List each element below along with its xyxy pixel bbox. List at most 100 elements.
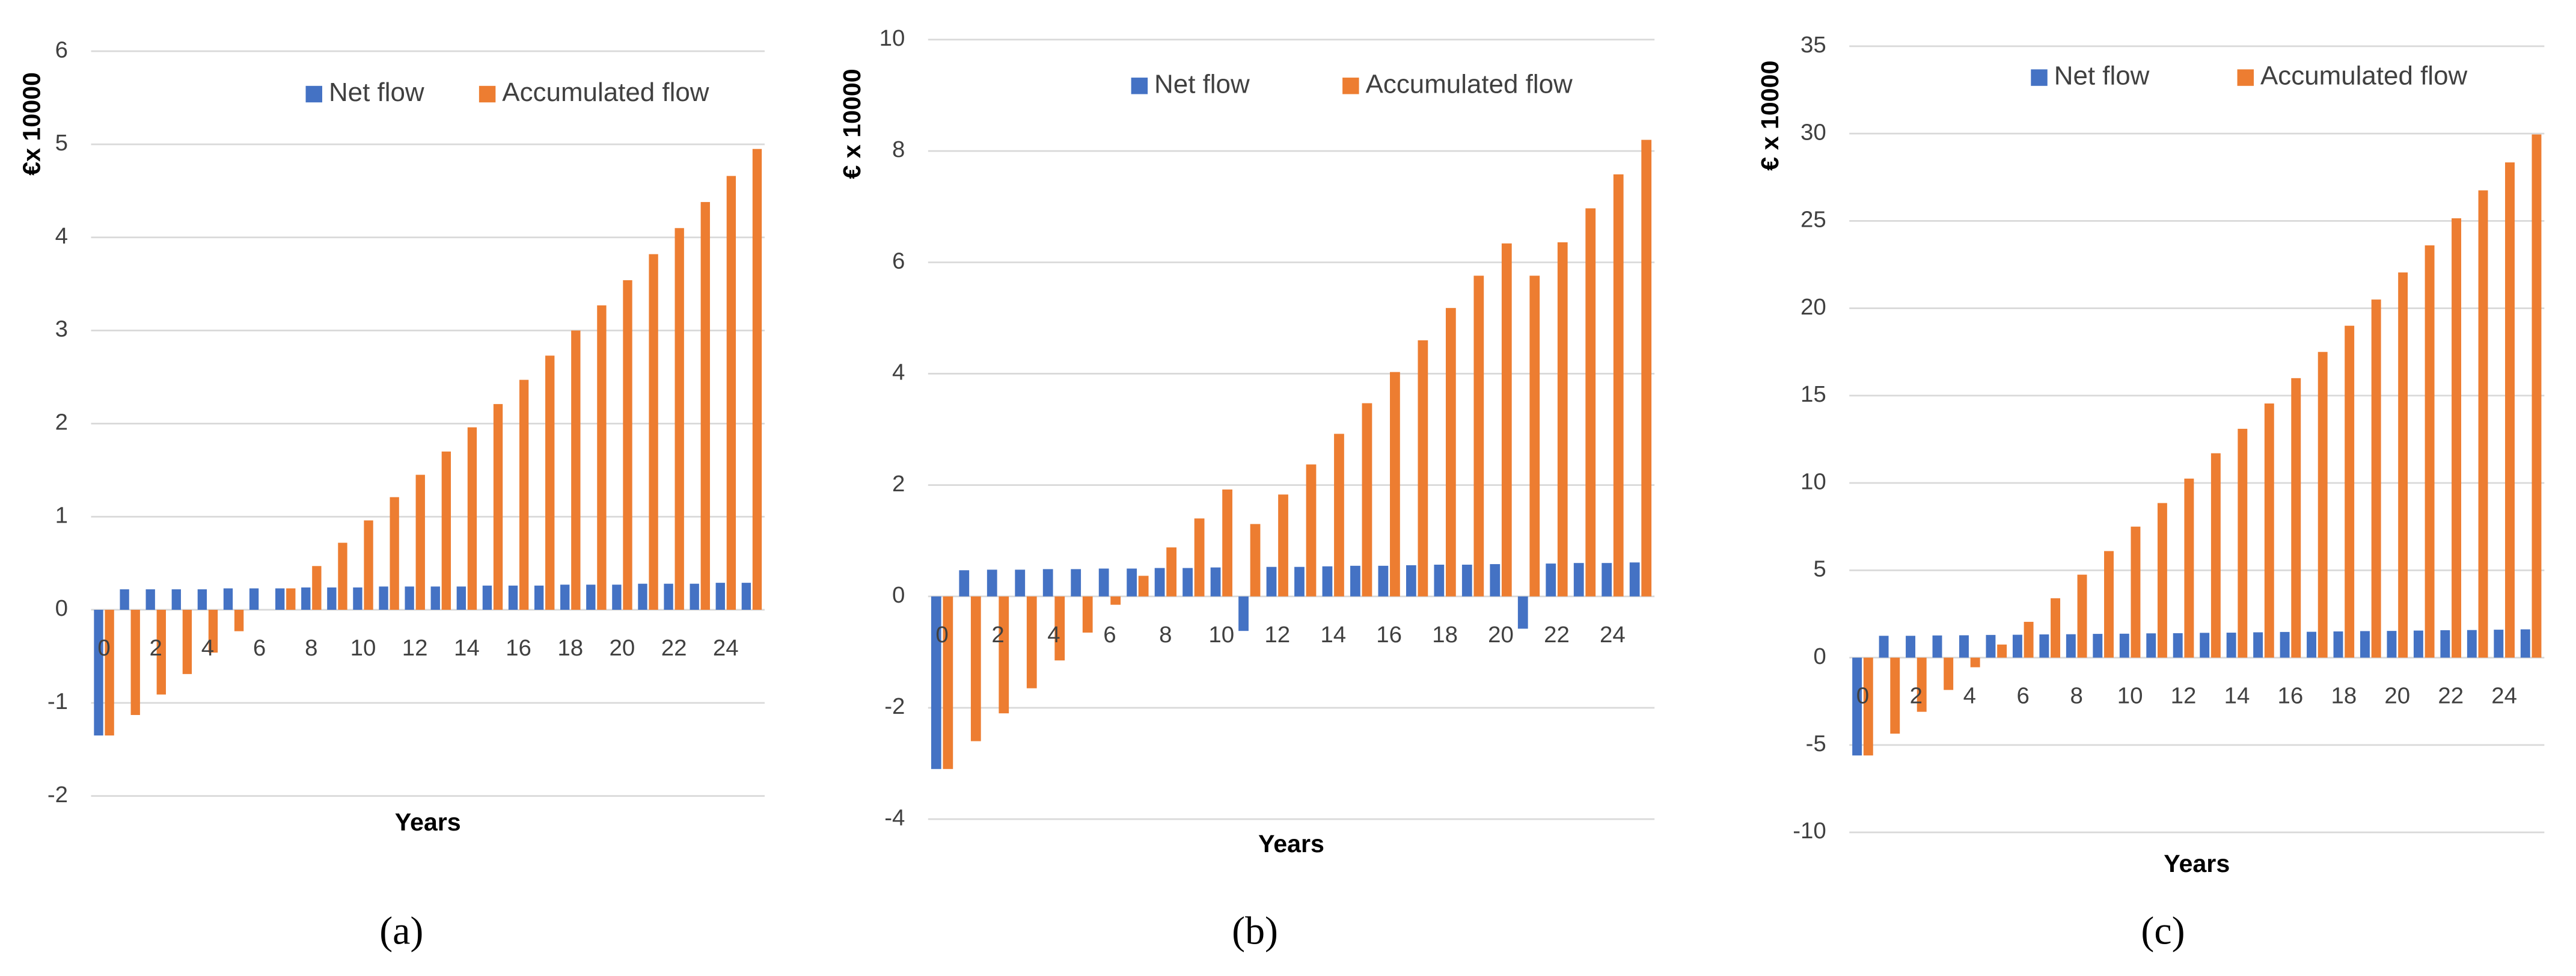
y-tick-label: 3 bbox=[55, 316, 68, 342]
x-tick-label: 18 bbox=[1432, 622, 1458, 648]
bar bbox=[2066, 634, 2076, 658]
y-tick-label: -10 bbox=[1793, 818, 1826, 844]
bar bbox=[649, 254, 658, 610]
bar bbox=[1182, 568, 1193, 597]
bar bbox=[275, 588, 285, 610]
legend-label: Accumulated flow bbox=[1366, 69, 1573, 99]
bar bbox=[156, 610, 166, 695]
bar bbox=[1461, 564, 1472, 597]
bar bbox=[638, 583, 647, 610]
bar bbox=[741, 583, 751, 610]
bar bbox=[1071, 569, 1081, 597]
bar bbox=[2425, 245, 2435, 658]
bar bbox=[560, 585, 570, 610]
bar bbox=[1852, 657, 1862, 756]
bar bbox=[2210, 453, 2221, 658]
bar bbox=[353, 587, 363, 610]
bar bbox=[286, 588, 296, 610]
y-tick-label: -5 bbox=[1806, 731, 1826, 757]
bar bbox=[2077, 574, 2087, 658]
bar bbox=[390, 497, 399, 610]
bar bbox=[571, 330, 581, 610]
bar bbox=[519, 379, 529, 610]
bar bbox=[2478, 190, 2488, 658]
bar bbox=[715, 583, 725, 610]
panel-label: (c) bbox=[2141, 909, 2185, 953]
bar bbox=[1641, 140, 1652, 597]
bar bbox=[2253, 632, 2263, 658]
bar bbox=[1194, 518, 1205, 597]
y-tick-label: 10 bbox=[880, 25, 905, 51]
bar bbox=[1350, 565, 1360, 597]
bar bbox=[1546, 563, 1556, 597]
bar bbox=[1026, 596, 1037, 689]
y-tick-label: -2 bbox=[47, 782, 68, 808]
x-tick-label: 8 bbox=[2070, 683, 2082, 709]
bar bbox=[1418, 340, 1428, 597]
y-tick-label: 5 bbox=[55, 130, 68, 156]
legend-label: Net flow bbox=[329, 78, 424, 107]
bar bbox=[171, 589, 181, 610]
legend-swatch bbox=[2031, 69, 2048, 86]
bar bbox=[441, 451, 451, 610]
bar bbox=[1015, 569, 1026, 597]
bar bbox=[2371, 299, 2381, 658]
legend-label: Net flow bbox=[2054, 61, 2150, 91]
bar bbox=[1529, 275, 1540, 597]
y-tick-label: -2 bbox=[884, 693, 905, 719]
x-tick-label: 20 bbox=[610, 635, 635, 661]
bar bbox=[338, 542, 347, 610]
bar bbox=[2413, 630, 2423, 658]
x-tick-label: 4 bbox=[1047, 622, 1060, 648]
y-axis-title: € x 10000 bbox=[1756, 61, 1784, 171]
bar bbox=[430, 586, 440, 610]
bar bbox=[1890, 657, 1900, 734]
bar bbox=[415, 474, 425, 610]
bar bbox=[327, 587, 337, 610]
bar bbox=[364, 520, 373, 610]
y-tick-label: 30 bbox=[1800, 119, 1826, 145]
bar bbox=[94, 610, 103, 736]
bar bbox=[1127, 568, 1137, 597]
bar bbox=[467, 427, 477, 610]
bar bbox=[105, 610, 114, 736]
y-tick-label: 1 bbox=[55, 502, 68, 528]
x-tick-label: 24 bbox=[713, 635, 739, 661]
bar bbox=[2157, 503, 2167, 658]
y-tick-label: 10 bbox=[1800, 468, 1826, 494]
x-tick-label: 20 bbox=[1488, 622, 1514, 648]
y-tick-label: 8 bbox=[892, 137, 905, 162]
bar bbox=[2520, 629, 2530, 658]
x-tick-label: 8 bbox=[305, 635, 317, 661]
y-axis-title: € x 10000 bbox=[838, 69, 866, 179]
y-tick-label: 25 bbox=[1800, 207, 1826, 233]
bar bbox=[623, 280, 632, 610]
bar bbox=[690, 583, 699, 610]
bar bbox=[1445, 308, 1456, 597]
legend-swatch bbox=[479, 85, 496, 103]
legend-swatch bbox=[1342, 78, 1359, 94]
bar bbox=[1970, 657, 1980, 668]
y-tick-label: 4 bbox=[55, 223, 68, 249]
y-tick-label: 2 bbox=[55, 410, 68, 435]
bar bbox=[1959, 635, 1969, 658]
bar bbox=[1879, 636, 1889, 658]
bar bbox=[2104, 551, 2114, 658]
bar bbox=[1473, 275, 1484, 597]
bar bbox=[1378, 565, 1389, 597]
y-tick-label: -4 bbox=[884, 805, 905, 830]
y-tick-label: 0 bbox=[892, 582, 905, 608]
x-tick-label: 14 bbox=[454, 635, 480, 661]
legend-label: Net flow bbox=[1154, 69, 1250, 99]
bar bbox=[1986, 634, 1996, 658]
y-tick-label: 4 bbox=[892, 360, 905, 385]
bar bbox=[2505, 162, 2515, 658]
x-tick-label: 8 bbox=[1159, 622, 1172, 648]
bar bbox=[1210, 567, 1221, 597]
bar bbox=[312, 566, 322, 610]
bar bbox=[999, 596, 1009, 714]
bar bbox=[1334, 434, 1344, 597]
bar bbox=[508, 585, 518, 610]
bar bbox=[1042, 569, 1053, 597]
bar bbox=[208, 610, 218, 653]
